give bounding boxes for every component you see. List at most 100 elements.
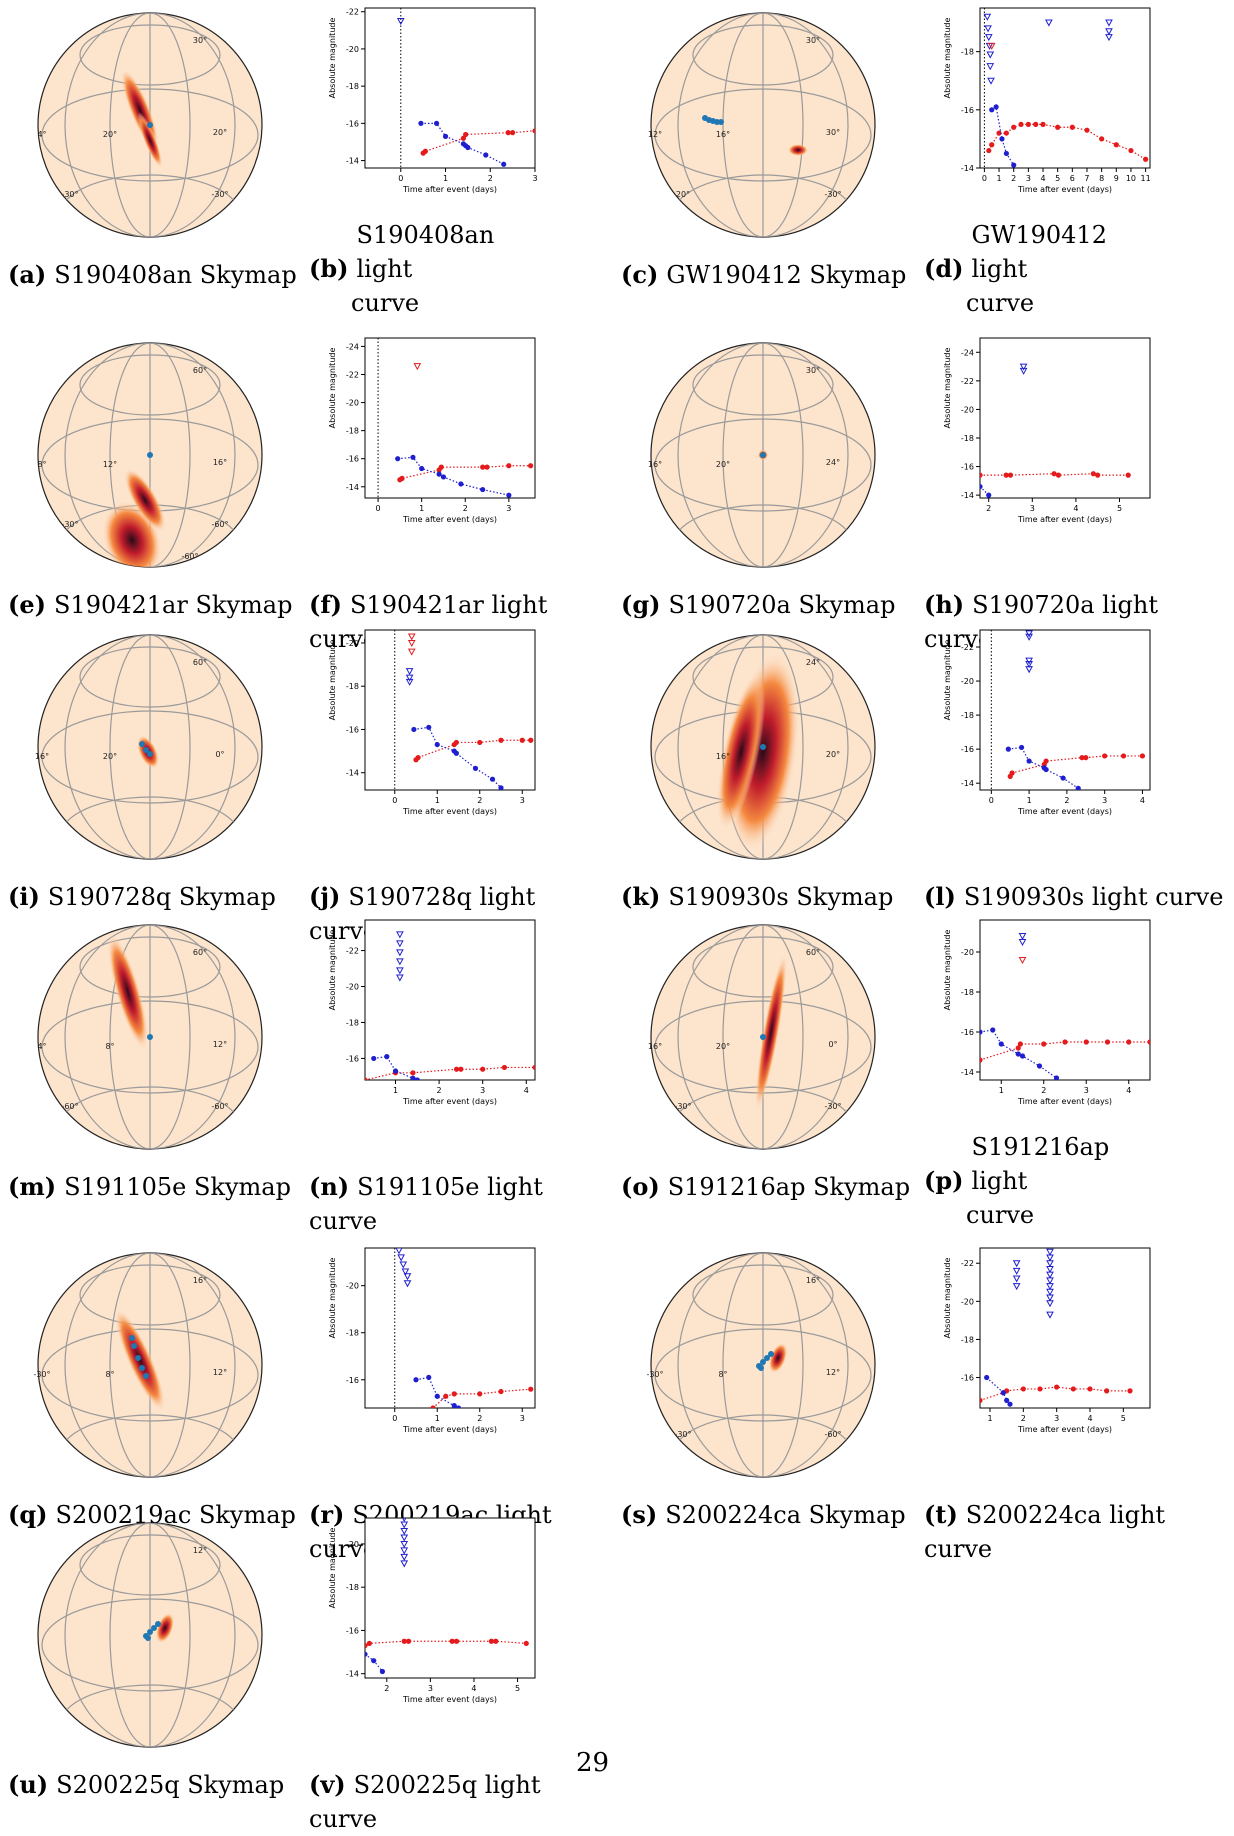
graticule-label: -30° — [824, 1102, 841, 1111]
panel-caption: (d)GW190412 light curve — [924, 218, 1162, 320]
panel-caption: (p)S191216ap light curve — [924, 1130, 1162, 1232]
blue-detection-point — [426, 724, 432, 730]
blue-band-curve — [413, 726, 502, 789]
y-axis-label: Absolute magnitude — [943, 18, 952, 99]
y-tick-label: -20 — [346, 1540, 359, 1549]
blue-detection-point — [371, 1658, 377, 1664]
red-detection-point — [505, 130, 511, 136]
red-detection-point — [501, 1064, 508, 1071]
y-axis-label: Absolute magnitude — [328, 348, 337, 429]
x-tick-label: 9 — [1114, 174, 1119, 183]
blue-upper-limit — [396, 18, 405, 26]
graticule-label: 0° — [828, 1040, 837, 1049]
panel-caption: (u) S200225q Skymap — [8, 1768, 284, 1802]
red-detection-point — [405, 1638, 412, 1644]
blue-upper-limit — [1045, 19, 1053, 27]
blue-detection-point — [1003, 150, 1009, 157]
panel-label: (h) — [924, 590, 965, 619]
longitude-line — [64, 13, 236, 237]
red-detection-point — [1055, 124, 1061, 130]
panel-caption: (c) GW190412 Skymap — [621, 258, 906, 292]
caption-text: curve — [966, 1201, 1035, 1229]
red-detection-point — [989, 142, 995, 148]
graticule-label: 20° — [103, 130, 117, 139]
x-tick-label: 2 — [488, 174, 493, 183]
longitude-line — [64, 635, 236, 859]
y-tick-label: -18 — [961, 434, 974, 443]
panel-caption: (k) S190930s Skymap — [621, 880, 893, 914]
x-tick-label: 7 — [1084, 174, 1089, 183]
page-number: 29 — [576, 1748, 610, 1778]
red-detection-point — [1007, 472, 1014, 478]
red-detection-point — [438, 464, 444, 470]
y-tick-label: -14 — [961, 1068, 974, 1077]
caption-text: S190930s Skymap — [668, 883, 894, 911]
caption-text: GW190412 light — [971, 221, 1107, 283]
x-tick-label: 1 — [435, 1414, 440, 1423]
blue-upper-limit — [987, 77, 995, 85]
y-tick-label: -16 — [961, 463, 974, 472]
caption-text: S190728q light curve — [309, 883, 536, 945]
red-band-curve — [432, 1388, 531, 1408]
red-detection-point — [1099, 136, 1105, 142]
blue-upper-limit — [986, 63, 995, 71]
graticule-label: 20° — [716, 460, 730, 469]
plot-area — [979, 629, 1151, 791]
red-detection-point — [980, 472, 983, 478]
panel-label: (g) — [621, 590, 661, 619]
caption-text: S190408an light — [356, 221, 495, 283]
lightcurve-chart: 1 2 3 4 -14 -16 -18 -20 Time after event (days) A… — [943, 919, 1151, 1106]
x-tick-label: 2 — [477, 1414, 482, 1423]
galaxy-marker — [131, 1343, 137, 1349]
x-tick-label: 5 — [1055, 174, 1060, 183]
y-tick-label: -20 — [346, 983, 359, 992]
y-tick-label: -16 — [961, 1374, 974, 1383]
blue-upper-limit — [405, 674, 414, 682]
blue-upper-limit — [1018, 939, 1027, 947]
graticule-label: -30° — [674, 1102, 691, 1111]
red-detection-point — [1128, 147, 1134, 154]
galaxy-marker — [147, 452, 153, 458]
red-detection-point — [1018, 121, 1024, 127]
y-tick-label: -20 — [346, 639, 359, 648]
blue-upper-limit — [396, 931, 404, 939]
red-detection-point — [1120, 753, 1127, 759]
graticule-label: 60° — [193, 366, 207, 375]
y-tick-label: -18 — [346, 1583, 359, 1592]
blue-upper-limit — [1046, 1288, 1054, 1296]
x-tick-label: 4 — [1140, 796, 1145, 805]
x-tick-label: 1 — [987, 1414, 992, 1423]
x-tick-label: 6 — [1070, 174, 1075, 183]
lightcurve-panel: 0 1 2 3 4 -14 -16 -18 -20 -22 Time after event (da… — [920, 622, 1225, 922]
x-tick-label: 1 — [419, 504, 424, 513]
x-tick-label: 3 — [520, 796, 525, 805]
red-detection-point — [1139, 753, 1146, 759]
red-detection-point — [480, 464, 486, 470]
lightcurve-panel: 2 3 4 5 -14 -16 -18 -20 -22 -24 Time after event (… — [920, 330, 1225, 653]
x-tick-label: 3 — [1026, 174, 1031, 183]
graticule-label: -60° — [211, 520, 228, 529]
graticule-label: 4° — [37, 130, 46, 139]
panel-caption: (n) S191105e light curve — [309, 1170, 610, 1238]
red-detection-point — [986, 147, 992, 154]
graticule-label: 20° — [213, 128, 227, 137]
y-tick-label: -14 — [961, 164, 974, 173]
blue-detection-point — [1000, 1390, 1006, 1396]
graticule-label: 16° — [35, 752, 49, 761]
graticule-label: 30° — [806, 366, 820, 375]
graticule-label: 60° — [806, 948, 820, 957]
blue-detection-point — [371, 1055, 377, 1062]
panel-label: (l) — [924, 882, 956, 911]
y-tick-label: -20 — [346, 45, 359, 54]
red-detection-point — [528, 463, 534, 469]
blue-upper-limit — [1025, 661, 1033, 669]
blue-detection-point — [480, 486, 486, 493]
red-band-curve — [415, 739, 531, 761]
x-tick-label: 10 — [1126, 174, 1136, 183]
y-tick-label: -16 — [346, 1376, 359, 1385]
graticule-label: 24° — [826, 458, 840, 467]
skymap-panel: 12° (u) S200225q Skymap — [0, 1510, 305, 1810]
y-tick-label: -18 — [961, 1335, 974, 1344]
blue-upper-limit — [1046, 1283, 1054, 1291]
panel-label: (v) — [309, 1770, 346, 1799]
